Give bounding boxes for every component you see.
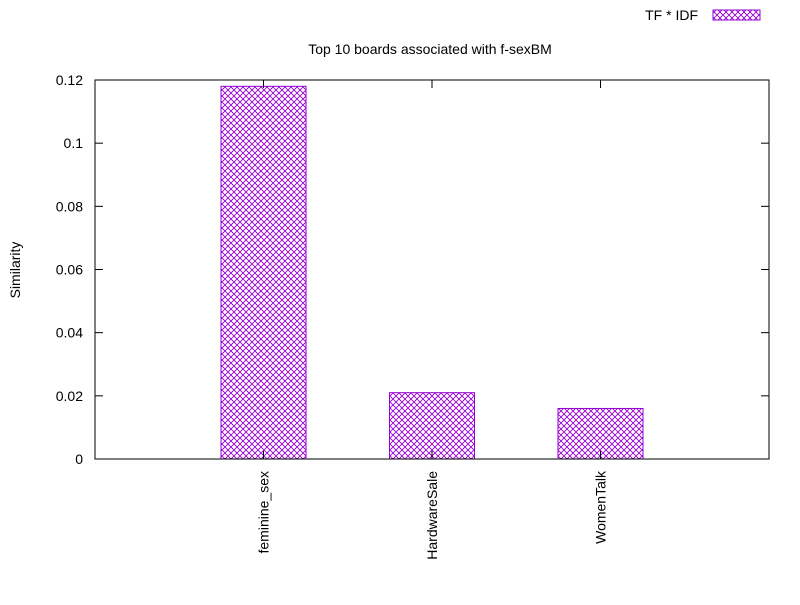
y-tick-label: 0.04 [56,325,83,341]
y-tick-label: 0.12 [56,72,83,88]
y-tick-label: 0 [75,451,83,467]
y-tick-label: 0.06 [56,262,83,278]
x-tick-label: WomenTalk [593,470,609,544]
y-tick-label: 0.1 [64,135,84,151]
legend: TF * IDF [645,7,761,23]
bar-HardwareSale [389,392,475,460]
legend-label: TF * IDF [645,7,698,23]
legend-swatch [712,9,761,21]
y-axis: 0 0.02 0.04 0.06 0.08 0.1 0.12 [56,72,769,467]
chart-title: Top 10 boards associated with f-sexBM [308,41,552,57]
x-tick-label: feminine_sex [256,471,272,554]
x-tick-label: HardwareSale [424,471,440,560]
y-tick-label: 0.02 [56,388,83,404]
y-axis-label: Similarity [7,242,23,299]
x-axis: feminine_sex HardwareSale WomenTalk [256,80,609,560]
y-tick-label: 0.08 [56,198,83,214]
bars [220,85,644,460]
plot-frame [94,79,770,460]
bar-feminine_sex [220,85,307,460]
bar-WomenTalk [557,407,644,460]
